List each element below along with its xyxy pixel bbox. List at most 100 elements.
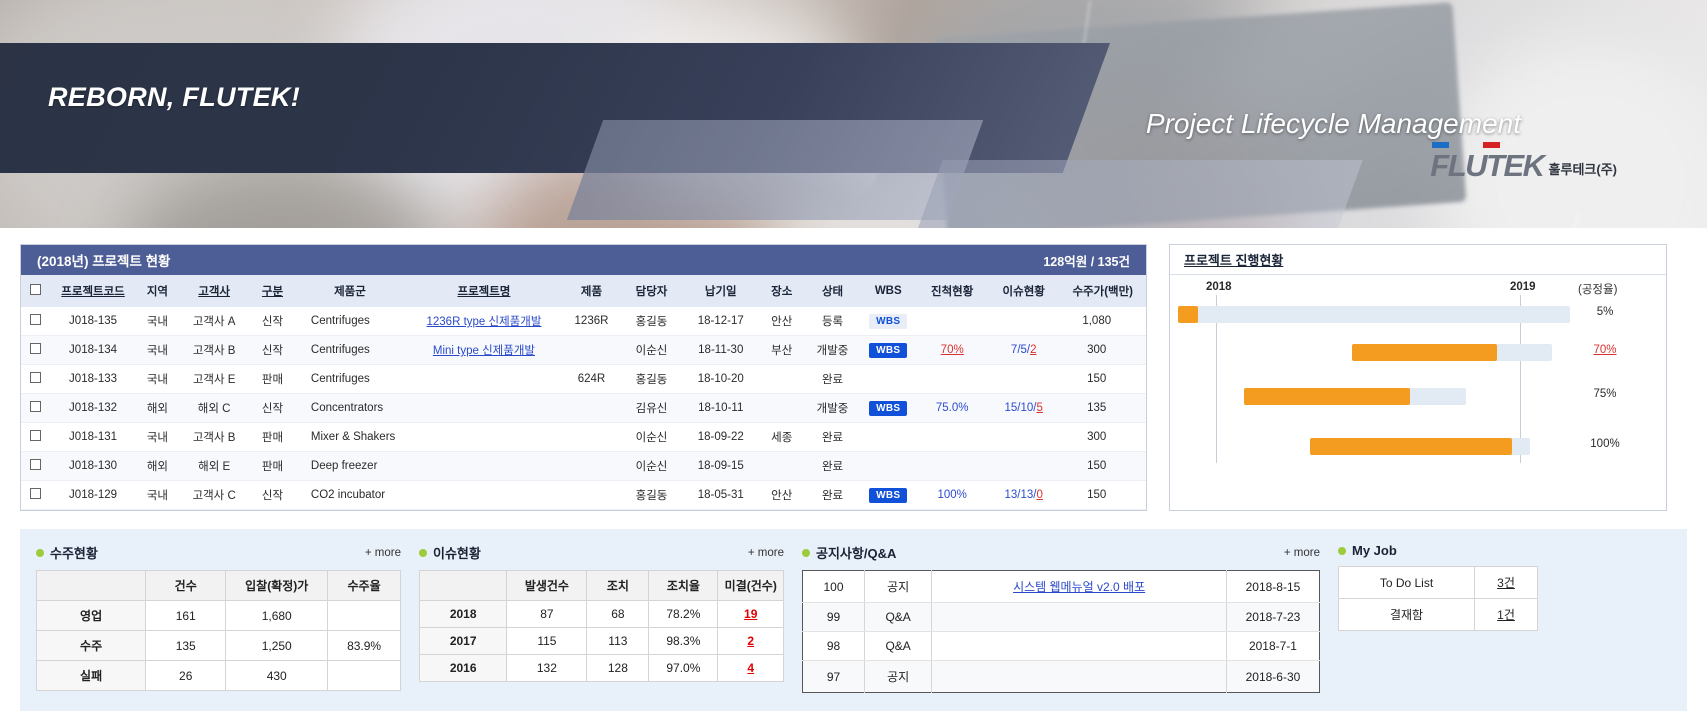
gantt-year-end: 2019 <box>1510 281 1536 293</box>
cell-project-code[interactable]: J018-134 <box>49 335 137 365</box>
order-status-more-button[interactable]: + more <box>364 546 401 559</box>
table-row[interactable]: 결재함 1건 <box>1337 598 1538 631</box>
col-select-all[interactable] <box>21 275 50 307</box>
cell-project-name[interactable]: 1236R type 신제품개발 <box>404 307 563 336</box>
wbs-button[interactable]: WBS <box>869 400 908 416</box>
table-row[interactable]: J018-134 국내 고객사 B 신작 Centrifuges Mini type 신제… <box>21 335 1146 365</box>
table-row[interactable]: 99 Q&A 2018-7-23 <box>802 602 1320 632</box>
cell-wbs[interactable]: WBS <box>860 307 917 336</box>
cell-select[interactable] <box>21 364 50 394</box>
order-col-count: 건수 <box>145 570 227 601</box>
select-all-checkbox[interactable] <box>29 284 41 295</box>
cell-project-code[interactable]: J018-131 <box>49 422 137 452</box>
cell-place <box>758 451 805 481</box>
cell-region: 해외 <box>136 451 179 481</box>
company-logo: FLUTEK 훌루테크(주) <box>1430 142 1617 181</box>
project-table-body: J018-135 국내 고객사 A 신작 Centrifuges 1236R type 신… <box>21 307 1146 510</box>
cell-select[interactable] <box>21 307 50 336</box>
cell-select[interactable] <box>21 393 50 423</box>
cell-wbs[interactable]: WBS <box>860 335 917 365</box>
myjob-cell-count[interactable]: 3건 <box>1474 566 1538 599</box>
cell-product <box>562 480 621 510</box>
cell-customer: 고객사 E <box>178 364 250 394</box>
gantt-bar-percent: 70% <box>1593 344 1617 356</box>
wbs-button[interactable]: WBS <box>869 487 908 503</box>
gantt-axis: 2018 2019 (공정율) <box>1170 281 1666 299</box>
issue-cell-occurred: 115 <box>506 627 588 655</box>
gantt-bar-row[interactable]: 100% <box>1170 435 1666 459</box>
cell-due-date: 18-11-30 <box>683 335 759 365</box>
project-status-title: (2018년) 프로젝트 현황 <box>37 254 171 269</box>
cell-wbs[interactable]: WBS <box>860 480 917 510</box>
table-row[interactable]: 98 Q&A 2018-7-1 <box>802 631 1320 661</box>
table-row[interactable]: 100 공지 시스템 웹메뉴얼 v2.0 배포 2018-8-15 <box>802 570 1320 603</box>
cell-amount: 300 <box>1059 335 1146 365</box>
table-row[interactable]: J018-129 국내 고객사 C 신작 CO2 incubator 홍길동 18-05-3… <box>21 480 1146 510</box>
gantt-bar-row[interactable]: 5% <box>1170 303 1666 327</box>
cell-owner: 홍길동 <box>620 480 684 510</box>
cell-wbs[interactable]: WBS <box>860 393 917 423</box>
cell-project-code[interactable]: J018-132 <box>49 393 137 423</box>
cell-product <box>562 422 621 452</box>
table-row[interactable]: J018-130 해외 해외 E 판매 Deep freezer 이순신 18-09-15 완… <box>21 451 1146 481</box>
cell-issue <box>987 451 1060 481</box>
row-checkbox[interactable] <box>29 430 41 441</box>
cell-select[interactable] <box>21 451 50 481</box>
table-row[interactable]: J018-132 해외 해외 C 신작 Concentrators 김유신 18-10-11… <box>21 393 1146 423</box>
cell-customer: 고객사 C <box>178 480 250 510</box>
notice-title: 공지사항/Q&A <box>816 546 897 561</box>
myjob-cell-count[interactable]: 1건 <box>1474 598 1538 631</box>
issue-col-open: 미결(건수) <box>717 570 784 601</box>
table-row[interactable]: J018-133 국내 고객사 E 판매 Centrifuges 624R 홍길동 18-10… <box>21 364 1146 394</box>
cell-region: 국내 <box>136 307 179 336</box>
row-checkbox[interactable] <box>29 343 41 354</box>
table-row[interactable]: J018-135 국내 고객사 A 신작 Centrifuges 1236R type 신… <box>21 307 1146 336</box>
cell-product-group: Deep freezer <box>294 451 405 481</box>
issue-cell-open[interactable]: 19 <box>717 600 784 628</box>
cell-progress <box>916 364 988 394</box>
notice-cell-type: 공지 <box>864 660 933 693</box>
cell-customer: 고객사 B <box>178 422 250 452</box>
gantt-bar-row[interactable]: 75% <box>1170 385 1666 409</box>
order-cell-count: 161 <box>145 600 227 631</box>
issue-cell-open[interactable]: 2 <box>717 627 784 655</box>
cell-project-code[interactable]: J018-135 <box>49 307 137 336</box>
project-name-link[interactable]: Mini type 신제품개발 <box>432 345 535 357</box>
cell-project-name[interactable]: Mini type 신제품개발 <box>404 335 563 365</box>
cell-select[interactable] <box>21 422 50 452</box>
notice-subject-link[interactable]: 시스템 웹메뉴얼 v2.0 배포 <box>1013 580 1146 594</box>
cell-project-code[interactable]: J018-133 <box>49 364 137 394</box>
cell-project-code[interactable]: J018-129 <box>49 480 137 510</box>
cell-type: 신작 <box>250 480 295 510</box>
project-name-link[interactable]: 1236R type 신제품개발 <box>426 316 542 328</box>
gantt-bar-row[interactable]: 70% <box>1170 341 1666 365</box>
table-row[interactable]: J018-131 국내 고객사 B 판매 Mixer & Shakers 이순신 18-09… <box>21 422 1146 452</box>
order-table-body: 영업 161 1,680 수주 135 1,250 83.9% 실패 26 430 <box>35 600 401 691</box>
wbs-button[interactable]: WBS <box>869 313 908 329</box>
cell-issue <box>987 364 1060 394</box>
row-checkbox[interactable] <box>29 372 41 383</box>
issue-status-more-button[interactable]: + more <box>747 546 784 559</box>
cell-place: 세종 <box>758 422 805 452</box>
row-checkbox[interactable] <box>29 401 41 412</box>
cell-project-code[interactable]: J018-130 <box>49 451 137 481</box>
cell-select[interactable] <box>21 335 50 365</box>
cell-amount: 300 <box>1059 422 1146 452</box>
notice-more-button[interactable]: + more <box>1283 546 1320 559</box>
row-checkbox[interactable] <box>29 488 41 499</box>
dashboard-page: (2018년) 프로젝트 현황 128억원 / 135건 프로젝트코드 지역 고… <box>0 228 1707 711</box>
bottom-panels: 수주현황 + more 건수 입찰(확정)가 수주율 영업 161 1,680 수주 1… <box>20 529 1687 711</box>
issue-cell-open[interactable]: 4 <box>717 654 784 682</box>
notice-cell-subject[interactable]: 시스템 웹메뉴얼 v2.0 배포 <box>931 570 1227 603</box>
notice-cell-date: 2018-6-30 <box>1226 660 1320 693</box>
order-status-label: 수주현황 <box>36 543 98 562</box>
table-row[interactable]: 97 공지 2018-6-30 <box>802 660 1320 693</box>
table-row[interactable]: To Do List 3건 <box>1337 566 1538 599</box>
row-checkbox[interactable] <box>29 459 41 470</box>
wbs-button[interactable]: WBS <box>869 342 908 358</box>
issue-status-panel: 이슈현황 + more 발생건수 조치 조치율 미결(건수) 2018 87 68 7… <box>418 543 784 693</box>
cell-progress <box>916 307 988 336</box>
row-checkbox[interactable] <box>29 314 41 325</box>
cell-select[interactable] <box>21 480 50 510</box>
col-project-code[interactable]: 프로젝트코드 <box>49 275 137 307</box>
